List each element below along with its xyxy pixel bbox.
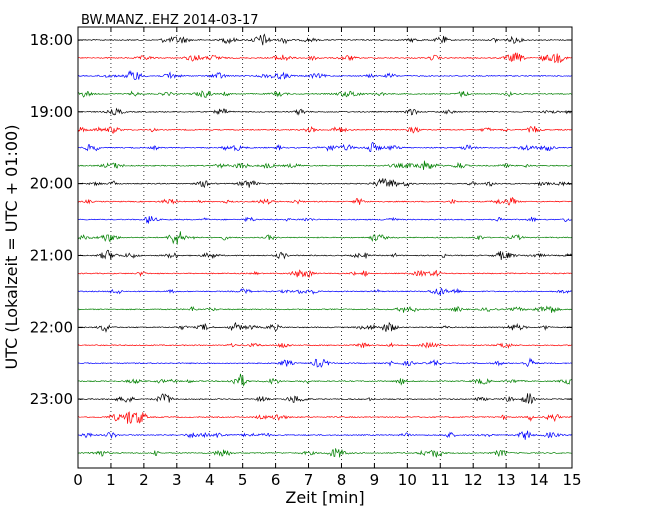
- x-tick-label: 0: [73, 471, 83, 489]
- trace-2015: [77, 196, 572, 206]
- trace-2245: [77, 373, 572, 387]
- x-axis-ticks: 0 1 2 3 4 5 6 7 8 9 10 11 12 13 14 15: [73, 27, 582, 489]
- trace-1930: [77, 142, 572, 153]
- seismogram-traces: [77, 33, 572, 458]
- trace-2100: [77, 249, 572, 261]
- trace-2300: [77, 393, 572, 405]
- trace-2215: [77, 341, 572, 349]
- x-tick-label: 6: [271, 471, 281, 489]
- trace-2130: [77, 287, 572, 296]
- x-tick-label: 3: [172, 471, 182, 489]
- trace-2030: [77, 216, 572, 224]
- trace-1830: [77, 70, 572, 81]
- x-tick-label: 10: [398, 471, 417, 489]
- chart-title: BW.MANZ..EHZ 2014-03-17: [81, 13, 259, 28]
- trace-2000: [77, 178, 572, 189]
- x-tick-label: 4: [205, 471, 215, 489]
- grid-lines: [110, 27, 540, 468]
- trace-1800: [77, 33, 572, 46]
- plot-frame: [77, 26, 573, 469]
- trace-2145: [77, 305, 572, 313]
- trace-1845: [77, 90, 572, 99]
- trace-2345: [77, 448, 572, 458]
- trace-2315: [77, 411, 572, 424]
- y-tick-label: 21:00: [30, 246, 73, 264]
- y-tick-label: 20:00: [30, 175, 73, 193]
- x-tick-label: 12: [464, 471, 483, 489]
- trace-1915: [77, 125, 572, 134]
- trace-1945: [77, 160, 572, 171]
- trace-1815: [77, 52, 572, 64]
- x-tick-label: 8: [337, 471, 347, 489]
- y-axis-label: UTC (Lokalzeit = UTC + 01:00): [2, 125, 21, 370]
- x-tick-label: 14: [530, 471, 549, 489]
- trace-2230: [77, 357, 572, 368]
- x-tick-label: 5: [238, 471, 248, 489]
- x-axis-label: Zeit [min]: [285, 488, 364, 507]
- x-tick-label: 11: [431, 471, 450, 489]
- y-tick-label: 19:00: [30, 103, 73, 121]
- y-axis-ticks: 18:00 19:00 20:00 21:00 22:00 23:00: [30, 31, 572, 408]
- trace-1900: [77, 107, 572, 116]
- trace-2115: [77, 269, 572, 278]
- y-tick-label: 23:00: [30, 390, 73, 408]
- x-tick-label: 7: [304, 471, 314, 489]
- trace-2330: [77, 430, 572, 440]
- trace-2200: [77, 321, 572, 333]
- y-tick-label: 18:00: [30, 31, 73, 49]
- x-tick-label: 1: [106, 471, 116, 489]
- x-tick-label: 15: [562, 471, 581, 489]
- x-tick-label: 2: [139, 471, 149, 489]
- x-tick-label: 13: [497, 471, 516, 489]
- trace-2045: [77, 231, 572, 245]
- y-tick-label: 22:00: [30, 318, 73, 336]
- x-tick-label: 9: [370, 471, 380, 489]
